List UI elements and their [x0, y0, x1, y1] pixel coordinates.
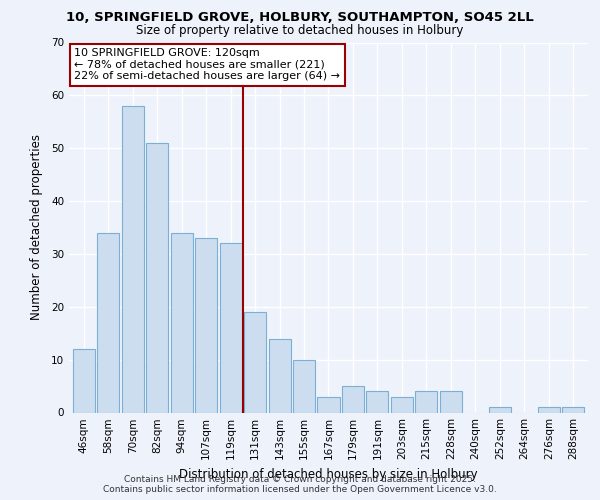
- Bar: [562, 407, 584, 412]
- Bar: [440, 392, 462, 412]
- Bar: [122, 106, 143, 412]
- Text: Size of property relative to detached houses in Holbury: Size of property relative to detached ho…: [136, 24, 464, 37]
- Bar: [489, 407, 511, 412]
- Bar: [220, 244, 242, 412]
- Bar: [415, 392, 437, 412]
- Bar: [293, 360, 315, 412]
- Bar: [391, 396, 413, 412]
- Bar: [269, 338, 290, 412]
- Bar: [317, 396, 340, 412]
- Bar: [97, 233, 119, 412]
- Text: Contains HM Land Registry data © Crown copyright and database right 2025.
Contai: Contains HM Land Registry data © Crown c…: [103, 474, 497, 494]
- Bar: [367, 392, 388, 412]
- Bar: [73, 349, 95, 412]
- Bar: [538, 407, 560, 412]
- Text: 10 SPRINGFIELD GROVE: 120sqm
← 78% of detached houses are smaller (221)
22% of s: 10 SPRINGFIELD GROVE: 120sqm ← 78% of de…: [74, 48, 340, 81]
- X-axis label: Distribution of detached houses by size in Holbury: Distribution of detached houses by size …: [179, 468, 478, 481]
- Bar: [195, 238, 217, 412]
- Text: 10, SPRINGFIELD GROVE, HOLBURY, SOUTHAMPTON, SO45 2LL: 10, SPRINGFIELD GROVE, HOLBURY, SOUTHAMP…: [66, 11, 534, 24]
- Bar: [342, 386, 364, 412]
- Y-axis label: Number of detached properties: Number of detached properties: [29, 134, 43, 320]
- Bar: [170, 233, 193, 412]
- Bar: [146, 143, 168, 412]
- Bar: [244, 312, 266, 412]
